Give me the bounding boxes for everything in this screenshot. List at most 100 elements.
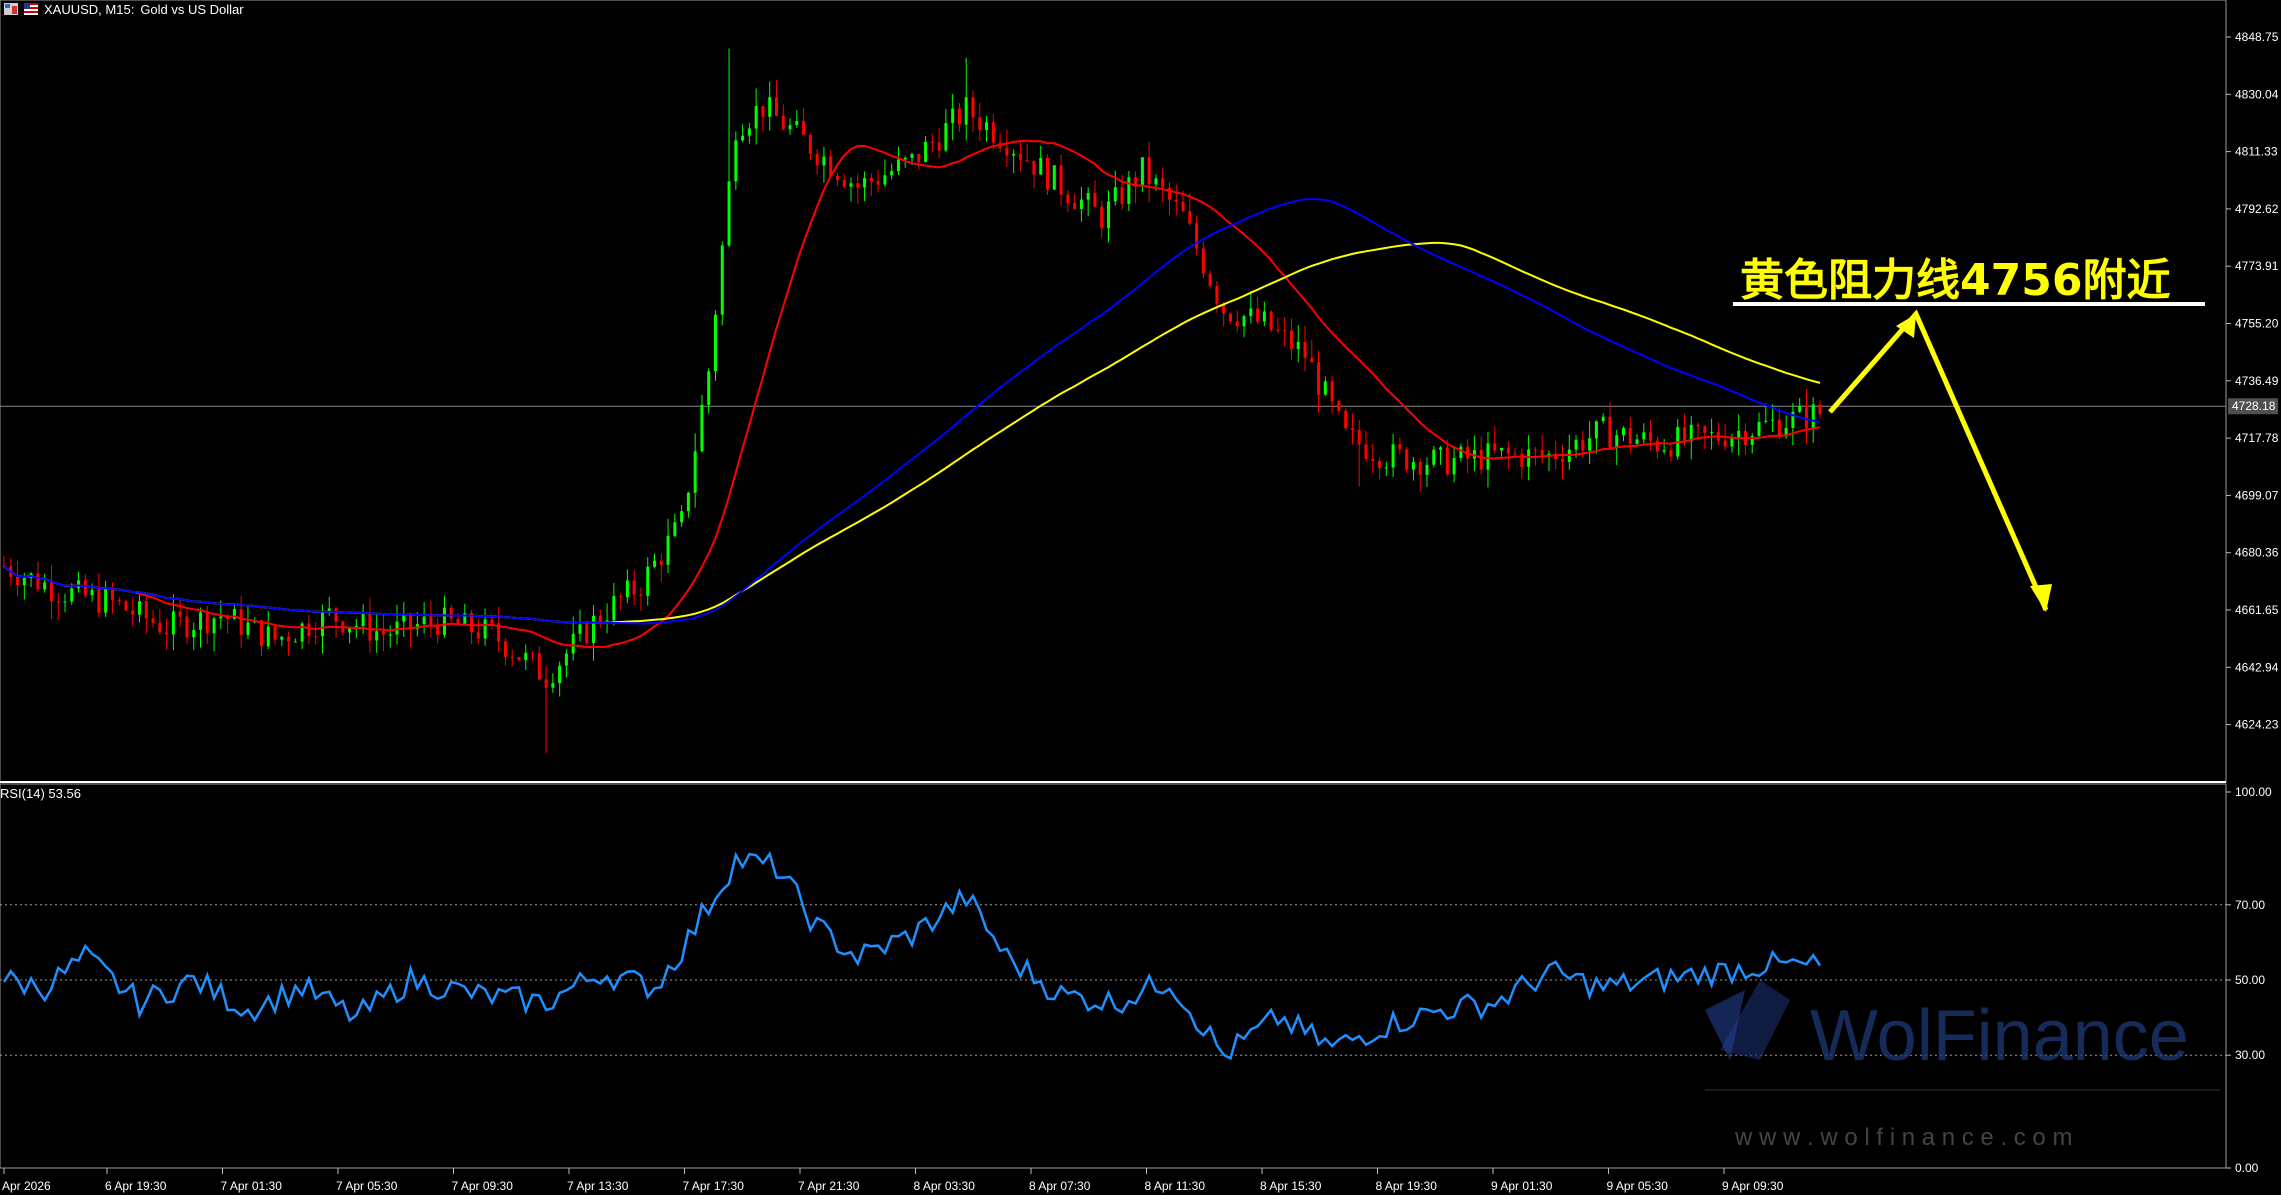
candle-body (1696, 424, 1700, 427)
candle (720, 241, 724, 326)
candle-body (1249, 308, 1253, 317)
candle-body (1574, 439, 1578, 450)
candle (659, 553, 663, 582)
candle (56, 593, 60, 620)
candle (429, 600, 433, 638)
candle-body (1161, 178, 1165, 188)
candle (1201, 241, 1205, 279)
candle-body (1330, 381, 1334, 402)
candle (1479, 436, 1483, 475)
candle (1418, 457, 1422, 493)
candle (1344, 408, 1348, 431)
candle-body (1235, 321, 1239, 327)
arrow-head-up (1896, 314, 1916, 338)
candle (1764, 403, 1768, 424)
chart-grid (0, 0, 2227, 1169)
candle (686, 491, 690, 518)
candle (537, 646, 541, 681)
candle-body (1113, 187, 1117, 202)
candle-body (77, 580, 81, 589)
candle (713, 310, 717, 381)
candle-body (1289, 330, 1293, 349)
candle (1235, 310, 1239, 333)
candle-body (517, 657, 521, 661)
price-tick-label: 4661.65 (2235, 603, 2279, 617)
candle-body (293, 641, 297, 643)
candle-body (1344, 410, 1348, 429)
candle (531, 650, 535, 661)
candle (314, 622, 318, 645)
rsi-tick-label: 100.00 (2235, 785, 2272, 799)
price-tick-label: 4830.04 (2235, 87, 2279, 101)
candle-body (1635, 439, 1639, 444)
candle (1601, 413, 1605, 424)
candle-body (713, 314, 717, 372)
candle-body (1005, 147, 1009, 156)
candle (673, 514, 677, 538)
candle-body (1547, 453, 1551, 456)
candle (1073, 193, 1077, 210)
candle-body (1018, 153, 1022, 160)
forecast-arrow (1733, 302, 2205, 612)
candle-body (219, 616, 223, 619)
candle-body (693, 451, 697, 493)
time-tick-label: 7 Apr 21:30 (798, 1179, 860, 1193)
candle-body (348, 627, 352, 633)
current-price-box (2228, 398, 2278, 415)
candle (829, 150, 833, 178)
candle-body (917, 153, 921, 162)
candle-body (1012, 153, 1016, 156)
time-tick-label: 6 Apr 19:30 (105, 1179, 167, 1193)
candle-body (1357, 429, 1361, 445)
candle (1405, 447, 1409, 473)
candle-body (1432, 449, 1436, 465)
candle-body (171, 611, 175, 635)
candle-body (131, 610, 135, 615)
candle-body (1784, 427, 1788, 437)
candle-body (449, 607, 453, 619)
candle-body (619, 595, 623, 598)
candle (707, 368, 711, 414)
candle (1350, 413, 1354, 445)
candle (1791, 402, 1795, 446)
candle-body (192, 629, 196, 638)
candle-body (1134, 177, 1138, 187)
candle (1737, 414, 1741, 456)
rsi-tick-label: 50.00 (2235, 973, 2265, 987)
candle-body (1459, 446, 1463, 458)
candle-body (985, 122, 989, 131)
candle-body (1506, 448, 1510, 454)
candle-body (768, 97, 772, 117)
candle (1621, 426, 1625, 442)
candle (1242, 314, 1246, 338)
candle (449, 604, 453, 623)
candle (1100, 200, 1104, 238)
candle-body (205, 612, 209, 634)
candle (788, 118, 792, 135)
candle (1649, 419, 1653, 451)
candle-body (822, 156, 826, 166)
candle-body (1228, 313, 1232, 322)
candle-body (463, 613, 467, 625)
candle-body (625, 580, 629, 598)
candle (1059, 154, 1063, 206)
price-tick-label: 4811.33 (2235, 145, 2278, 159)
rsi-line (2, 850, 1822, 1061)
candle-body (1107, 201, 1111, 229)
candle (280, 635, 284, 647)
candle-body (1310, 357, 1314, 363)
candle (77, 572, 81, 593)
candle (761, 105, 765, 133)
time-tick-label: 8 Apr 07:30 (1029, 1179, 1091, 1193)
candle-body (1710, 431, 1714, 433)
candle (802, 108, 806, 136)
candle (381, 613, 385, 651)
symbol-description: Gold vs US Dollar (140, 1, 244, 17)
candle-body (578, 624, 582, 634)
candle-body (1079, 199, 1083, 209)
candle-body (1737, 430, 1741, 438)
candle-body (1703, 426, 1707, 433)
resistance-annotation: 黄色阻力线4756附近 (1740, 255, 2171, 306)
candle-body (1669, 450, 1673, 457)
